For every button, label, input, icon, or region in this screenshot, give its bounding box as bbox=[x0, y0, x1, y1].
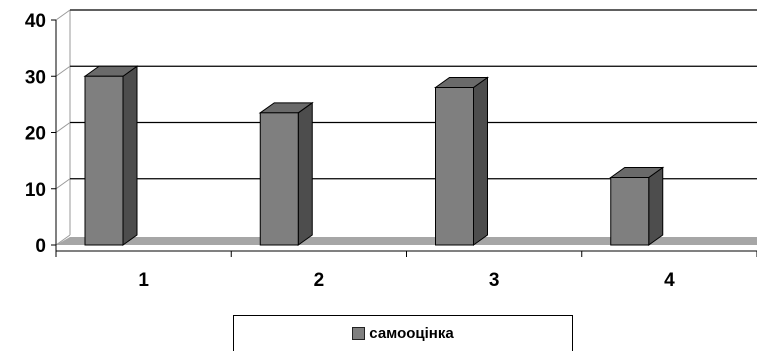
bar bbox=[433, 76, 490, 246]
x-tick-label: 4 bbox=[664, 270, 675, 291]
bar-front bbox=[610, 177, 650, 246]
chart-bars bbox=[83, 65, 665, 246]
floor-surface bbox=[56, 237, 757, 245]
legend-label: самооцінка bbox=[369, 325, 454, 342]
bar-side bbox=[297, 101, 313, 246]
bar-chart: 0 10 20 30 40 1 2 3 4 bbox=[25, 9, 757, 291]
side-wall-line bbox=[55, 122, 71, 133]
side-wall-line bbox=[55, 65, 71, 77]
chart-legend: самооцінка bbox=[233, 315, 573, 351]
bar bbox=[258, 101, 314, 246]
chart-labels: 0 10 20 30 40 1 2 3 4 bbox=[25, 11, 675, 291]
bar-side bbox=[122, 65, 138, 246]
bar-side bbox=[473, 76, 488, 246]
x-tick-label: 3 bbox=[489, 270, 500, 291]
x-tick-label: 1 bbox=[138, 270, 149, 291]
bar bbox=[83, 65, 139, 246]
legend-swatch bbox=[352, 327, 366, 340]
chart-grid bbox=[55, 9, 757, 246]
chart-floor bbox=[56, 237, 757, 245]
bar-front bbox=[435, 87, 474, 246]
bar-front bbox=[259, 112, 299, 246]
bar bbox=[609, 166, 665, 246]
chart-axes bbox=[51, 19, 757, 257]
y-tick-label: 20 bbox=[25, 124, 46, 145]
bar-front bbox=[84, 75, 124, 246]
y-tick-label: 0 bbox=[35, 236, 46, 257]
side-wall-line bbox=[55, 9, 71, 21]
y-tick-label: 30 bbox=[25, 67, 46, 88]
side-wall-line bbox=[55, 234, 71, 246]
bar-side bbox=[648, 166, 664, 246]
y-tick-label: 10 bbox=[25, 180, 46, 201]
side-wall-line bbox=[55, 178, 71, 190]
x-tick-label: 2 bbox=[314, 270, 325, 291]
y-tick-label: 40 bbox=[25, 11, 46, 32]
